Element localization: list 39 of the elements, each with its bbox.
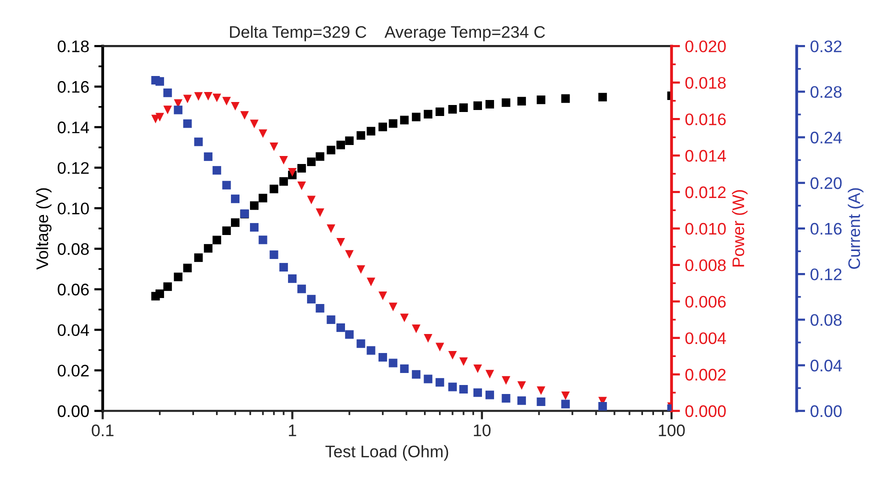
- x-tick-label: 0.1: [92, 424, 114, 436]
- y-tick-label: 0.06: [58, 284, 89, 296]
- x-tick-label: 10: [474, 424, 491, 436]
- y2-tick-label: 0.018: [685, 76, 726, 89]
- y3-tick-label: 0.20: [810, 177, 842, 190]
- x-tick-label: 1: [288, 424, 296, 436]
- y-tick-label: 0.02: [58, 364, 89, 377]
- x-tick-label: 100: [658, 424, 685, 436]
- y2-axis-title: Power (W): [732, 190, 748, 266]
- y-tick-label: 0.18: [58, 40, 89, 52]
- y3-tick-label: 0.28: [810, 86, 842, 98]
- y3-tick-label: 0.08: [810, 314, 842, 326]
- y3-tick-label: 0.24: [810, 132, 842, 144]
- y2-tick-label: 0.014: [685, 150, 726, 162]
- y-tick-label: 0.14: [58, 122, 90, 134]
- y2-tick-label: 0.012: [685, 186, 726, 198]
- y2-tick-label: 0.010: [685, 222, 726, 235]
- y-tick-label: 0.04: [58, 324, 90, 336]
- y3-tick-label: 0.04: [810, 360, 842, 372]
- y2-tick-label: 0.004: [685, 332, 726, 344]
- y3-tick-label: 0.32: [810, 40, 842, 52]
- y-tick-label: 0.00: [58, 405, 89, 418]
- y2-tick-label: 0.020: [685, 40, 726, 52]
- y-tick-label: 0.10: [58, 202, 89, 214]
- y2-tick-label: 0.008: [685, 259, 726, 272]
- y3-tick-label: 0.16: [810, 222, 842, 235]
- y3-tick-label: 0.00: [810, 405, 842, 418]
- y2-tick-label: 0.006: [685, 296, 726, 308]
- x-axis-title: Test Load (Ohm): [325, 445, 448, 461]
- y3-tick-label: 0.12: [810, 268, 842, 280]
- y-tick-label: 0.08: [58, 243, 89, 255]
- y2-tick-label: 0.016: [685, 113, 726, 126]
- chart-title: Delta Temp=329 C Average Temp=234 C: [230, 26, 545, 42]
- y2-tick-label: 0.000: [685, 405, 726, 418]
- y2-tick-label: 0.002: [685, 368, 726, 381]
- y-axis-title: Voltage (V): [36, 188, 52, 270]
- y-tick-label: 0.16: [58, 81, 89, 93]
- y3-axis-title: Current (A): [848, 188, 864, 269]
- y-tick-label: 0.12: [58, 162, 89, 174]
